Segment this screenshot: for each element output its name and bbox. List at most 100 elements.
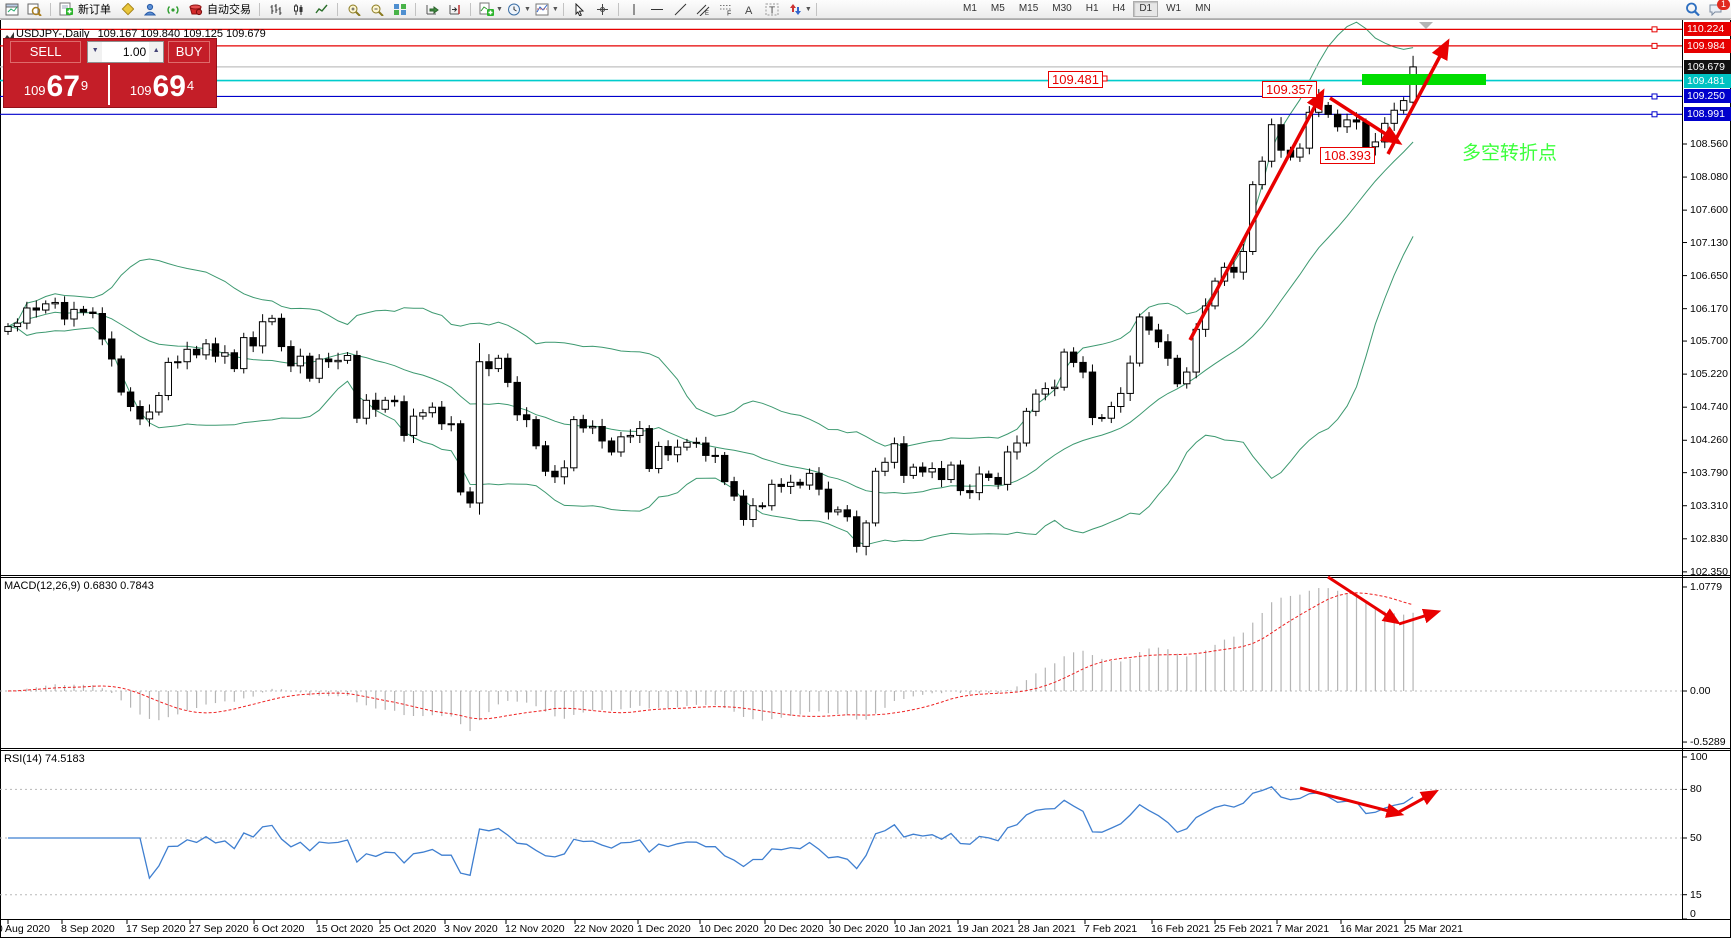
zoom-in-icon[interactable] xyxy=(343,1,364,17)
price-tick-label: 108.080 xyxy=(1690,171,1728,184)
line-anchor-marker[interactable] xyxy=(1651,42,1658,49)
scroll-to-end-marker[interactable] xyxy=(1419,22,1433,29)
price-tick-label: 107.600 xyxy=(1690,204,1728,217)
timeframe-button-mn[interactable]: MN xyxy=(1195,3,1211,14)
candlestick-mode-icon[interactable] xyxy=(288,1,309,17)
periods-icon[interactable] xyxy=(504,1,525,17)
price-label-box-108.393[interactable]: 108.393 xyxy=(1320,147,1375,164)
line-anchor-marker[interactable] xyxy=(1651,26,1658,33)
styles-icon[interactable] xyxy=(116,1,137,17)
timeframe-button-m5[interactable]: M5 xyxy=(990,3,1005,14)
rsi-axis-label: 15 xyxy=(1690,888,1702,901)
horizontal-line-tool-icon[interactable] xyxy=(647,1,668,17)
date-tick-label: 1 Dec 2020 xyxy=(637,923,691,935)
timeframe-button-h4[interactable]: H4 xyxy=(1112,3,1126,14)
sell-button[interactable]: SELL xyxy=(10,41,82,63)
templates-caret-icon[interactable]: ▼ xyxy=(551,5,559,13)
notifications-icon[interactable]: 1 xyxy=(1705,0,1730,17)
line-anchor-marker[interactable] xyxy=(1651,93,1658,100)
trendline-tool-icon[interactable] xyxy=(670,1,691,17)
date-tick-label: 7 Mar 2021 xyxy=(1276,923,1330,935)
text-tool-icon[interactable]: A xyxy=(739,1,760,17)
price-tick-label: 105.700 xyxy=(1690,335,1728,348)
bid-main-digits: 67 xyxy=(46,70,80,103)
templates-icon[interactable] xyxy=(532,1,553,17)
price-badge-108.991: 108.991 xyxy=(1684,107,1731,122)
crosshair-icon[interactable] xyxy=(592,1,613,17)
macd-histogram xyxy=(16,588,1414,732)
price-tick-label: 108.560 xyxy=(1690,138,1728,150)
rsi-arrow[interactable] xyxy=(1396,789,1439,815)
date-tick-label: 28 Jan 2021 xyxy=(1018,923,1076,935)
signal-icon[interactable] xyxy=(162,1,183,17)
timeframe-button-h1[interactable]: H1 xyxy=(1085,3,1099,14)
green-highlight-rectangle[interactable] xyxy=(1362,74,1486,85)
price-badge-109.250: 109.250 xyxy=(1684,89,1731,104)
buy-button[interactable]: BUY xyxy=(168,41,210,63)
price-label-box-109.481[interactable]: 109.481 xyxy=(1048,71,1103,88)
new-order-button[interactable]: 新订单 xyxy=(78,4,111,16)
price-label-box-109.357[interactable]: 109.357 xyxy=(1262,81,1317,98)
price-tick-label: 103.310 xyxy=(1690,499,1728,512)
price-badge-110.224: 110.224 xyxy=(1684,22,1731,37)
new-order-icon[interactable] xyxy=(56,1,77,17)
rsi-indicator-label: RSI(14) 74.5183 xyxy=(4,753,85,765)
timeframe-button-m30[interactable]: M30 xyxy=(1052,3,1072,14)
date-tick-label: 10 Jan 2021 xyxy=(894,923,952,935)
timeframe-button-d1[interactable]: D1 xyxy=(1133,1,1159,17)
trend-arrow[interactable] xyxy=(1188,88,1325,341)
toolbar-divider xyxy=(259,2,260,16)
trend-arrow[interactable] xyxy=(1329,96,1403,145)
timeframe-button-w1[interactable]: W1 xyxy=(1166,3,1182,14)
timeframe-button-m1[interactable]: M1 xyxy=(963,3,977,14)
arrows-tool-icon[interactable] xyxy=(785,1,806,17)
line-anchor-marker[interactable] xyxy=(1651,111,1658,118)
channel-tool-icon[interactable]: E xyxy=(693,1,714,17)
trend-arrow[interactable] xyxy=(1386,38,1450,155)
bid-price[interactable]: 109 67 9 xyxy=(4,65,110,105)
svg-text:E: E xyxy=(705,11,709,16)
periods-caret-icon[interactable]: ▼ xyxy=(523,5,531,13)
volume-input[interactable] xyxy=(102,42,150,62)
notification-count-badge: 1 xyxy=(1717,0,1730,10)
bollinger-lower-band xyxy=(7,236,1414,546)
rsi-axis-label: 50 xyxy=(1690,832,1702,844)
ask-price[interactable]: 109 69 4 xyxy=(110,65,214,105)
toolbar-divider xyxy=(617,2,619,16)
macd-arrow[interactable] xyxy=(1327,575,1401,625)
expert-advisor-icon[interactable] xyxy=(139,1,160,17)
timeframe-button-m15[interactable]: M15 xyxy=(1018,3,1039,14)
volume-decrease-button[interactable]: ▼ xyxy=(88,42,103,62)
bull-bear-turning-point-note[interactable]: 多空转折点 xyxy=(1462,143,1558,164)
text-label-tool-icon[interactable]: T xyxy=(762,1,783,17)
macd-axis-label: -0.5289 xyxy=(1690,736,1726,749)
rsi-arrow[interactable] xyxy=(1299,786,1405,818)
rsi-axis-label: 80 xyxy=(1690,783,1702,796)
tile-windows-icon[interactable] xyxy=(389,1,410,17)
new-chart-icon[interactable] xyxy=(1,1,22,17)
fibonacci-tool-icon[interactable]: F xyxy=(716,1,737,17)
indicators-caret-icon[interactable]: ▼ xyxy=(496,5,503,13)
chart-shift-icon[interactable] xyxy=(444,1,465,17)
autotrade-button[interactable]: 自动交易 xyxy=(207,4,251,16)
profiles-icon[interactable] xyxy=(24,1,45,17)
auto-scroll-icon[interactable] xyxy=(421,1,442,17)
indicators-icon[interactable] xyxy=(476,1,497,17)
price-tick-label: 106.170 xyxy=(1690,302,1728,315)
timeframe-group: M1 M5 M15 M30 H1 H4 D1 W1 MN xyxy=(956,1,1218,17)
date-tick-label: 25 Mar 2021 xyxy=(1404,923,1463,935)
vertical-line-tool-icon[interactable] xyxy=(624,1,645,17)
cursor-icon[interactable] xyxy=(569,1,590,17)
bar-chart-mode-icon[interactable] xyxy=(265,1,286,17)
price-tick-label: 103.790 xyxy=(1690,466,1728,479)
arrows-caret-icon[interactable]: ▼ xyxy=(804,5,812,13)
bid-pip-digit: 9 xyxy=(80,78,89,93)
zoom-out-icon[interactable] xyxy=(366,1,387,17)
chart-title: USDJPY-,Daily 109.167 109.840 109.125 109… xyxy=(16,28,266,40)
date-tick-label: 6 Oct 2020 xyxy=(253,923,305,935)
line-chart-mode-icon[interactable] xyxy=(311,1,332,17)
volume-increase-button[interactable]: ▲ xyxy=(149,42,164,62)
search-icon[interactable] xyxy=(1682,1,1703,17)
macd-arrow[interactable] xyxy=(1398,608,1442,626)
autotrade-icon[interactable] xyxy=(185,1,206,17)
